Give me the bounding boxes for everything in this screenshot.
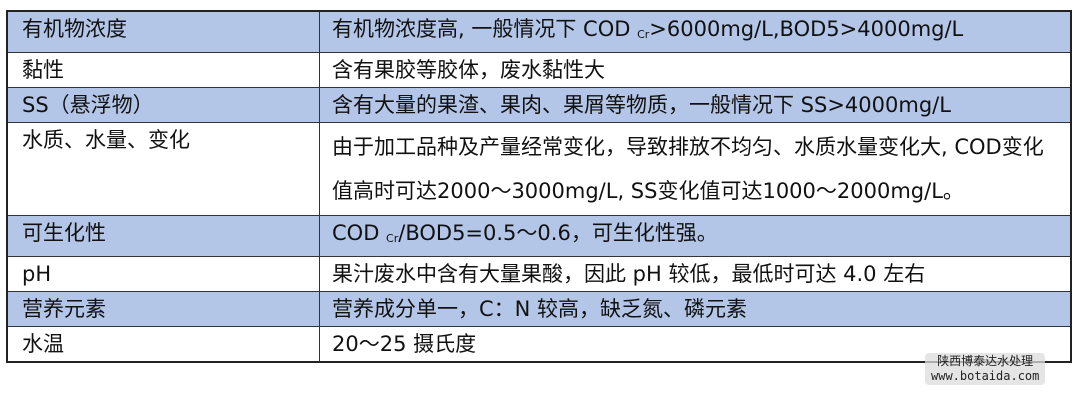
property-value: 有机物浓度高, 一般情况下 COD Cr>6000mg/L,BOD5>4000m… (319, 10, 1072, 53)
property-value: 由于加工品种及产量经常变化，导致排放不均匀、水质水量变化大, COD变化值高时可… (319, 122, 1072, 216)
table-row: 黏性 含有果胶等胶体，废水黏性大 (6, 52, 1072, 88)
subscript: Cr (637, 28, 650, 41)
value-text: 有机物浓度高, 一般情况下 COD (332, 17, 638, 41)
property-value: 含有果胶等胶体，废水黏性大 (319, 52, 1072, 88)
table-row: 水质、水量、变化 由于加工品种及产量经常变化，导致排放不均匀、水质水量变化大, C… (6, 122, 1072, 216)
value-text: /BOD5=0.5～0.6，可生化性强。 (398, 221, 718, 245)
table-row: 水温 20～25 摄氏度 (6, 326, 1072, 363)
table-row: pH 果汁废水中含有大量果酸，因此 pH 较低，最低时可达 4.0 左右 (6, 256, 1072, 292)
property-label: 有机物浓度 (6, 10, 320, 53)
property-label: 水质、水量、变化 (6, 122, 320, 216)
value-text: >6000mg/L,BOD5>4000mg/L (649, 17, 964, 41)
subscript: Cr (386, 232, 399, 245)
property-label: 水温 (6, 326, 320, 363)
property-label: pH (6, 256, 320, 292)
table-row: 可生化性 COD Cr/BOD5=0.5～0.6，可生化性强。 (6, 215, 1072, 257)
watermark: 陕西博泰达水处理 www.botaida.com (925, 353, 1046, 385)
watermark-url: www.botaida.com (931, 369, 1040, 383)
property-label: SS（悬浮物） (6, 87, 320, 123)
table-row: SS（悬浮物） 含有大量的果渣、果肉、果屑等物质，一般情况下 SS>4000mg/… (6, 87, 1072, 123)
property-label: 营养元素 (6, 291, 320, 327)
value-text: COD (332, 221, 387, 245)
table-row: 营养元素 营养成分单一，C：N 较高，缺乏氮、磷元素 (6, 291, 1072, 327)
wastewater-properties-table: 有机物浓度 有机物浓度高, 一般情况下 COD Cr>6000mg/L,BOD5>… (6, 10, 1072, 363)
watermark-company: 陕西博泰达水处理 (937, 354, 1034, 368)
property-label: 可生化性 (6, 215, 320, 257)
property-label: 黏性 (6, 52, 320, 88)
property-value: 营养成分单一，C：N 较高，缺乏氮、磷元素 (319, 291, 1072, 327)
property-value: COD Cr/BOD5=0.5～0.6，可生化性强。 (319, 215, 1072, 257)
property-value: 果汁废水中含有大量果酸，因此 pH 较低，最低时可达 4.0 左右 (319, 256, 1072, 292)
table-row: 有机物浓度 有机物浓度高, 一般情况下 COD Cr>6000mg/L,BOD5>… (6, 10, 1072, 53)
property-value: 含有大量的果渣、果肉、果屑等物质，一般情况下 SS>4000mg/L (319, 87, 1072, 123)
